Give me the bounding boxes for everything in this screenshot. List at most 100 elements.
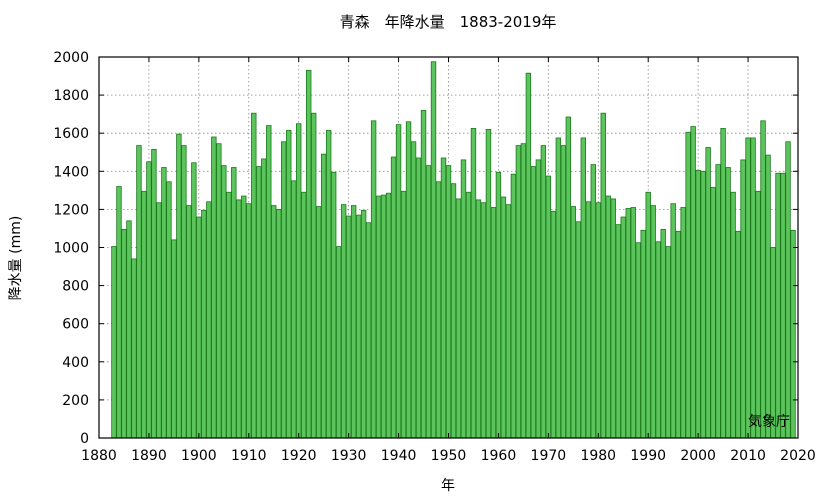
bar-1891: [151, 148, 157, 439]
bar-1996: [675, 230, 681, 439]
bar-1983: [610, 198, 616, 439]
bar-1982: [605, 195, 611, 439]
bar-1934: [365, 222, 372, 439]
bar-1932: [355, 214, 362, 439]
x-tick-label-1980: 1980: [580, 448, 616, 464]
bar-1964: [515, 145, 522, 439]
bar-1947: [430, 61, 437, 439]
bar-1908: [236, 199, 242, 439]
bar-1944: [415, 157, 422, 439]
bar-1887: [131, 258, 137, 439]
bar-1987: [630, 207, 636, 439]
y-axis-title: 降水量 (mm): [8, 216, 24, 301]
x-tick-label-1970: 1970: [531, 448, 567, 464]
bar-1924: [315, 206, 322, 439]
bar-1965: [520, 143, 527, 439]
y-tick-label-400: 400: [62, 355, 89, 371]
bar-1929: [340, 204, 347, 439]
bar-2010: [745, 137, 751, 439]
bar-1889: [141, 190, 147, 439]
bar-1942: [405, 121, 412, 439]
bar-1959: [490, 207, 497, 439]
bar-2000: [695, 169, 701, 439]
bar-1895: [171, 239, 177, 439]
x-tick-label-1890: 1890: [131, 448, 167, 464]
bar-1899: [191, 162, 197, 439]
x-tick-label-1990: 1990: [630, 448, 666, 464]
bar-1918: [286, 129, 292, 439]
x-tick-label-2010: 2010: [730, 448, 766, 464]
bar-1913: [261, 158, 267, 439]
bar-1975: [570, 206, 577, 439]
bar-1921: [301, 191, 307, 439]
bar-2015: [770, 247, 776, 439]
bar-1935: [370, 120, 377, 439]
bar-1905: [221, 165, 227, 439]
bar-1988: [635, 242, 641, 439]
bar-1886: [126, 220, 132, 439]
bar-2019: [790, 229, 796, 439]
bar-1992: [655, 241, 661, 439]
bar-1973: [560, 145, 567, 439]
bar-2009: [740, 159, 746, 439]
bar-1962: [505, 204, 512, 439]
bar-1968: [535, 159, 542, 439]
bar-2017: [780, 172, 786, 439]
y-tick-label-200: 200: [62, 393, 89, 409]
bar-1956: [475, 199, 482, 439]
bar-1954: [465, 191, 472, 439]
bar-2008: [735, 230, 741, 439]
bar-2003: [710, 187, 716, 439]
bar-1974: [565, 116, 572, 439]
bar-1976: [575, 221, 582, 439]
bar-1925: [320, 153, 327, 439]
bar-2014: [765, 154, 771, 439]
bar-2012: [755, 190, 761, 439]
bar-1985: [620, 216, 626, 439]
bar-2013: [760, 120, 766, 439]
bar-1957: [480, 202, 487, 439]
bar-1939: [390, 156, 397, 439]
bar-1903: [211, 136, 217, 439]
x-tick-label-1880: 1880: [81, 448, 117, 464]
bar-1915: [271, 205, 277, 439]
bar-1912: [256, 166, 262, 439]
bar-1984: [615, 224, 621, 439]
y-tick-labels: 0 200 400 600 800 1000 1200 1400 1600 1800 2000: [53, 50, 89, 447]
bar-1901: [201, 209, 207, 439]
bar-1980: [595, 202, 601, 439]
bar-1931: [350, 205, 357, 439]
bar-1951: [450, 183, 457, 439]
bar-1911: [251, 112, 257, 439]
bar-1963: [510, 173, 517, 439]
credit-label: 気象庁: [748, 414, 790, 430]
bar-2006: [725, 167, 731, 439]
bar-1938: [385, 192, 392, 439]
bar-2007: [730, 191, 736, 439]
x-tick-labels: 1880 1890 1900 1910 1920 1930 1940 1950 1960 1970…: [81, 448, 816, 464]
bar-1967: [530, 166, 537, 439]
bar-1949: [440, 157, 447, 439]
bar-2004: [715, 164, 721, 439]
bar-1986: [625, 208, 631, 439]
bar-1906: [226, 191, 232, 439]
x-tick-label-1930: 1930: [331, 448, 367, 464]
bar-1900: [196, 216, 202, 439]
bar-1928: [335, 246, 342, 439]
x-tick-label-2000: 2000: [680, 448, 716, 464]
bar-1969: [540, 145, 547, 439]
bar-2011: [750, 137, 756, 439]
bar-1937: [380, 194, 387, 439]
bar-1897: [181, 145, 187, 439]
bar-1989: [640, 229, 646, 439]
y-tick-label-800: 800: [62, 279, 89, 295]
bar-1941: [400, 190, 407, 439]
bar-1919: [291, 180, 297, 439]
bar-1883: [111, 246, 117, 439]
bar-1972: [555, 137, 562, 439]
bar-1940: [395, 124, 402, 439]
bar-1930: [345, 215, 352, 439]
bar-1978: [585, 201, 591, 439]
y-tick-label-1400: 1400: [53, 164, 89, 180]
